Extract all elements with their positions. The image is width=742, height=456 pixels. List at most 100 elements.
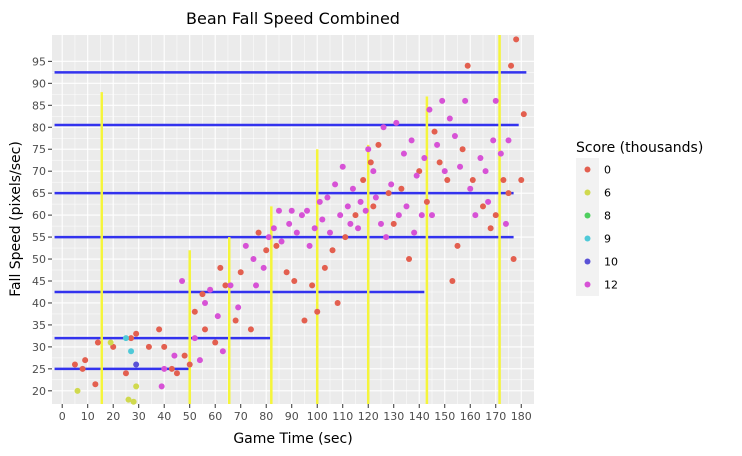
data-point — [479, 203, 486, 210]
y-tick-label: 70 — [32, 165, 46, 178]
x-tick-label: 130 — [383, 410, 404, 423]
data-point — [467, 185, 474, 192]
data-point — [492, 212, 499, 219]
data-point — [133, 361, 140, 368]
data-point — [173, 370, 180, 377]
data-point — [288, 207, 295, 214]
data-point — [130, 398, 137, 405]
data-point — [505, 137, 512, 144]
legend: Score (thousands) 0 6 8 9 10 12 — [576, 140, 703, 296]
data-point — [380, 124, 387, 131]
x-tick-label: 10 — [81, 410, 95, 423]
data-point — [464, 62, 471, 69]
data-point — [357, 198, 364, 205]
data-point — [426, 106, 433, 113]
x-tick-label: 70 — [234, 410, 248, 423]
data-point — [122, 370, 129, 377]
data-point — [247, 326, 254, 333]
data-point — [349, 185, 356, 192]
data-point — [265, 234, 272, 241]
x-tick-label: 30 — [132, 410, 146, 423]
y-tick-label: 65 — [32, 187, 46, 200]
y-tick-label: 85 — [32, 99, 46, 112]
y-tick-label: 35 — [32, 319, 46, 332]
legend-label: 9 — [604, 233, 611, 246]
data-point — [196, 357, 203, 364]
x-tick-label: 80 — [259, 410, 273, 423]
data-point — [334, 299, 341, 306]
data-point — [122, 335, 129, 342]
data-point — [179, 278, 186, 284]
data-point — [304, 207, 311, 214]
data-point — [510, 256, 517, 263]
x-tick-label: 120 — [358, 410, 379, 423]
data-point — [505, 190, 512, 197]
data-point — [398, 185, 405, 192]
y-tick-label: 25 — [32, 363, 46, 376]
y-tick-label: 60 — [32, 209, 46, 222]
x-tick-label: 110 — [332, 410, 353, 423]
data-point — [383, 234, 390, 241]
legend-label: 12 — [604, 279, 618, 292]
data-point — [202, 299, 209, 306]
data-point — [125, 396, 132, 403]
data-point — [490, 137, 497, 144]
data-point — [133, 330, 140, 337]
data-point — [411, 229, 418, 236]
data-point — [408, 137, 415, 144]
x-tick-label: 0 — [59, 410, 66, 423]
data-point — [260, 264, 267, 271]
data-point — [79, 365, 86, 372]
data-point — [71, 361, 78, 368]
data-point — [390, 220, 397, 227]
legend-swatch — [584, 189, 591, 196]
data-point — [291, 278, 298, 284]
data-point — [273, 242, 280, 249]
data-point — [242, 242, 249, 249]
data-point — [324, 194, 331, 201]
legend-swatch — [584, 235, 591, 242]
data-point — [459, 146, 466, 153]
data-point — [477, 155, 484, 161]
legend-label: 8 — [604, 210, 611, 223]
x-tick-label: 100 — [307, 410, 328, 423]
data-point — [423, 198, 430, 205]
legend-label: 6 — [604, 187, 611, 200]
data-point — [94, 339, 101, 346]
data-point — [518, 176, 525, 183]
data-point — [418, 212, 425, 219]
x-tick-label: 180 — [511, 410, 532, 423]
data-point — [355, 225, 362, 232]
data-point — [214, 313, 221, 320]
legend-swatch — [584, 212, 591, 219]
data-point — [400, 150, 407, 157]
x-tick-label: 140 — [409, 410, 430, 423]
y-tick-label: 50 — [32, 253, 46, 266]
data-point — [469, 176, 476, 183]
data-point — [171, 352, 178, 359]
data-point — [367, 159, 374, 166]
data-point — [199, 291, 206, 298]
x-tick-label: 170 — [485, 410, 506, 423]
data-point — [191, 335, 198, 342]
data-point — [436, 159, 443, 166]
data-point — [311, 225, 318, 232]
data-point — [314, 308, 321, 315]
data-point — [439, 97, 446, 104]
y-tick-label: 45 — [32, 275, 46, 288]
y-axis-title: Fall Speed (pixels/sec) — [8, 141, 24, 297]
data-point — [472, 212, 479, 219]
data-point — [275, 207, 282, 214]
data-point — [107, 339, 114, 346]
data-point — [370, 203, 377, 210]
data-point — [500, 176, 507, 183]
legend-swatch — [584, 166, 591, 173]
legend-label: 10 — [604, 256, 618, 269]
data-point — [286, 220, 293, 227]
horizontal-reference-lines — [54, 71, 527, 371]
data-point — [298, 212, 305, 219]
data-point — [375, 141, 382, 148]
y-tick-label: 20 — [32, 385, 46, 398]
data-point — [309, 282, 316, 289]
